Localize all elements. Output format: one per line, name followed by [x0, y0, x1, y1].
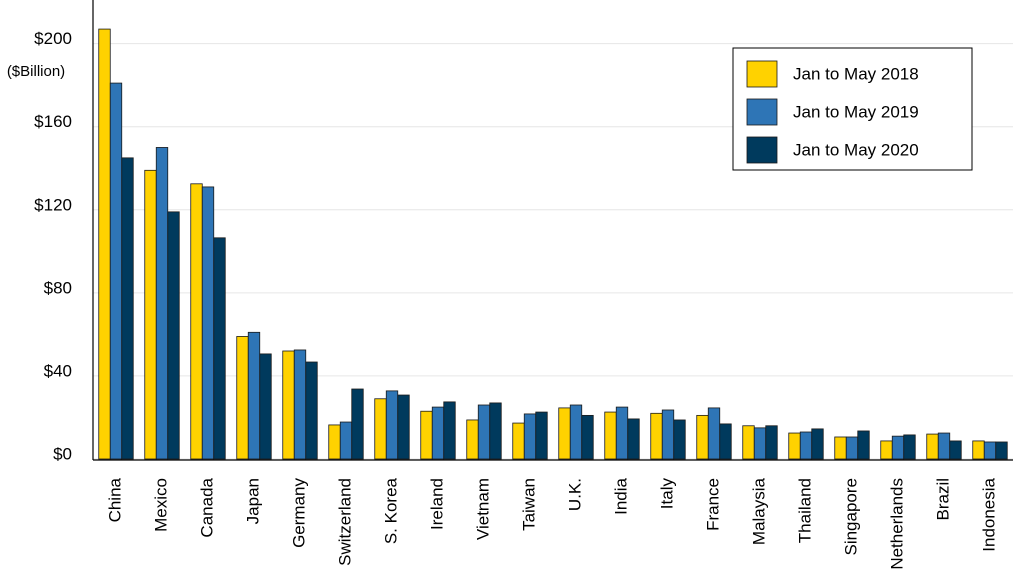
bar — [328, 424, 341, 460]
bar — [811, 428, 824, 460]
bar — [167, 211, 180, 460]
bar — [282, 350, 295, 460]
x-tick-label: India — [611, 477, 630, 514]
legend-label: Jan to May 2020 — [793, 140, 919, 159]
bar — [949, 440, 962, 460]
bar — [431, 406, 445, 460]
bar — [673, 419, 686, 460]
bar — [236, 336, 249, 460]
x-tick-label: Taiwan — [519, 478, 538, 531]
x-tick-label: S. Korea — [381, 477, 400, 544]
bar — [339, 421, 353, 460]
bar — [98, 28, 111, 460]
x-tick-label: Thailand — [795, 478, 814, 543]
y-tick-label: $0 — [53, 444, 72, 463]
x-tick-label: Indonesia — [979, 477, 998, 551]
x-tick-label: Ireland — [427, 478, 446, 530]
bar — [880, 440, 893, 460]
bar — [627, 418, 640, 460]
x-tick-label: Mexico — [151, 478, 170, 532]
bar — [661, 409, 675, 460]
bar — [293, 349, 307, 460]
bar — [983, 441, 997, 460]
bar — [972, 440, 985, 460]
x-tick-label: Japan — [243, 478, 262, 524]
bar — [535, 411, 548, 460]
bar — [523, 413, 537, 460]
bar — [903, 434, 916, 460]
bar — [477, 404, 491, 460]
y-tick-label: $160 — [34, 112, 72, 131]
bar — [753, 427, 767, 460]
bar — [696, 414, 709, 460]
bar — [707, 407, 721, 460]
y-tick-label: $200 — [34, 29, 72, 48]
bar — [788, 432, 801, 460]
x-tick-label: Malaysia — [749, 477, 768, 545]
bar — [719, 423, 732, 460]
bar — [144, 169, 157, 460]
bar — [650, 412, 663, 460]
bar — [558, 407, 571, 460]
bar — [351, 388, 364, 460]
bar — [937, 432, 951, 460]
y-unit-label: ($Billion) — [7, 63, 65, 80]
bar — [190, 183, 203, 460]
legend-swatch — [746, 60, 778, 88]
x-tick-label: U.K. — [565, 478, 584, 511]
x-tick-label: Italy — [657, 478, 676, 510]
bar — [512, 422, 525, 460]
bar — [926, 433, 939, 460]
bar — [891, 435, 905, 460]
y-tick-label: $120 — [34, 195, 72, 214]
legend: Jan to May 2018 Jan to May 2019 Jan to May… — [732, 47, 973, 171]
bar — [121, 157, 134, 460]
x-tick-label: Netherlands — [887, 478, 906, 570]
legend-label: Jan to May 2018 — [793, 64, 919, 83]
bar — [489, 402, 502, 460]
bar — [581, 414, 594, 460]
bar — [765, 425, 778, 460]
x-tick-label: Canada — [197, 477, 216, 537]
bar — [374, 398, 387, 460]
x-tick-label: Germany — [289, 478, 308, 548]
bar — [799, 431, 813, 460]
bar — [443, 401, 456, 460]
x-tick-label: France — [703, 478, 722, 531]
bar — [247, 331, 261, 460]
x-tick-label: Singapore — [841, 478, 860, 556]
x-tick-label: Switzerland — [335, 478, 354, 566]
y-tick-label: $80 — [44, 278, 72, 297]
legend-swatch — [746, 98, 778, 126]
bar — [834, 436, 847, 460]
y-tick-label: $40 — [44, 361, 72, 380]
x-tick-label: China — [105, 477, 124, 522]
bar — [109, 82, 123, 460]
bar — [604, 411, 617, 460]
bar — [845, 436, 859, 460]
bar — [615, 406, 629, 460]
bar — [213, 237, 226, 460]
x-tick-label: Brazil — [933, 478, 952, 521]
x-tick-label: Vietnam — [473, 478, 492, 540]
legend-swatch — [746, 136, 778, 164]
bar — [857, 430, 870, 460]
bar — [420, 410, 433, 460]
bar — [397, 394, 410, 460]
legend-label: Jan to May 2019 — [793, 102, 919, 121]
bar — [259, 353, 272, 460]
bar — [466, 419, 479, 460]
bar — [155, 147, 169, 460]
bar — [201, 186, 215, 460]
bar — [305, 361, 318, 460]
bar — [569, 404, 583, 460]
bar — [742, 425, 755, 460]
bar — [385, 390, 399, 460]
bar — [995, 441, 1008, 460]
